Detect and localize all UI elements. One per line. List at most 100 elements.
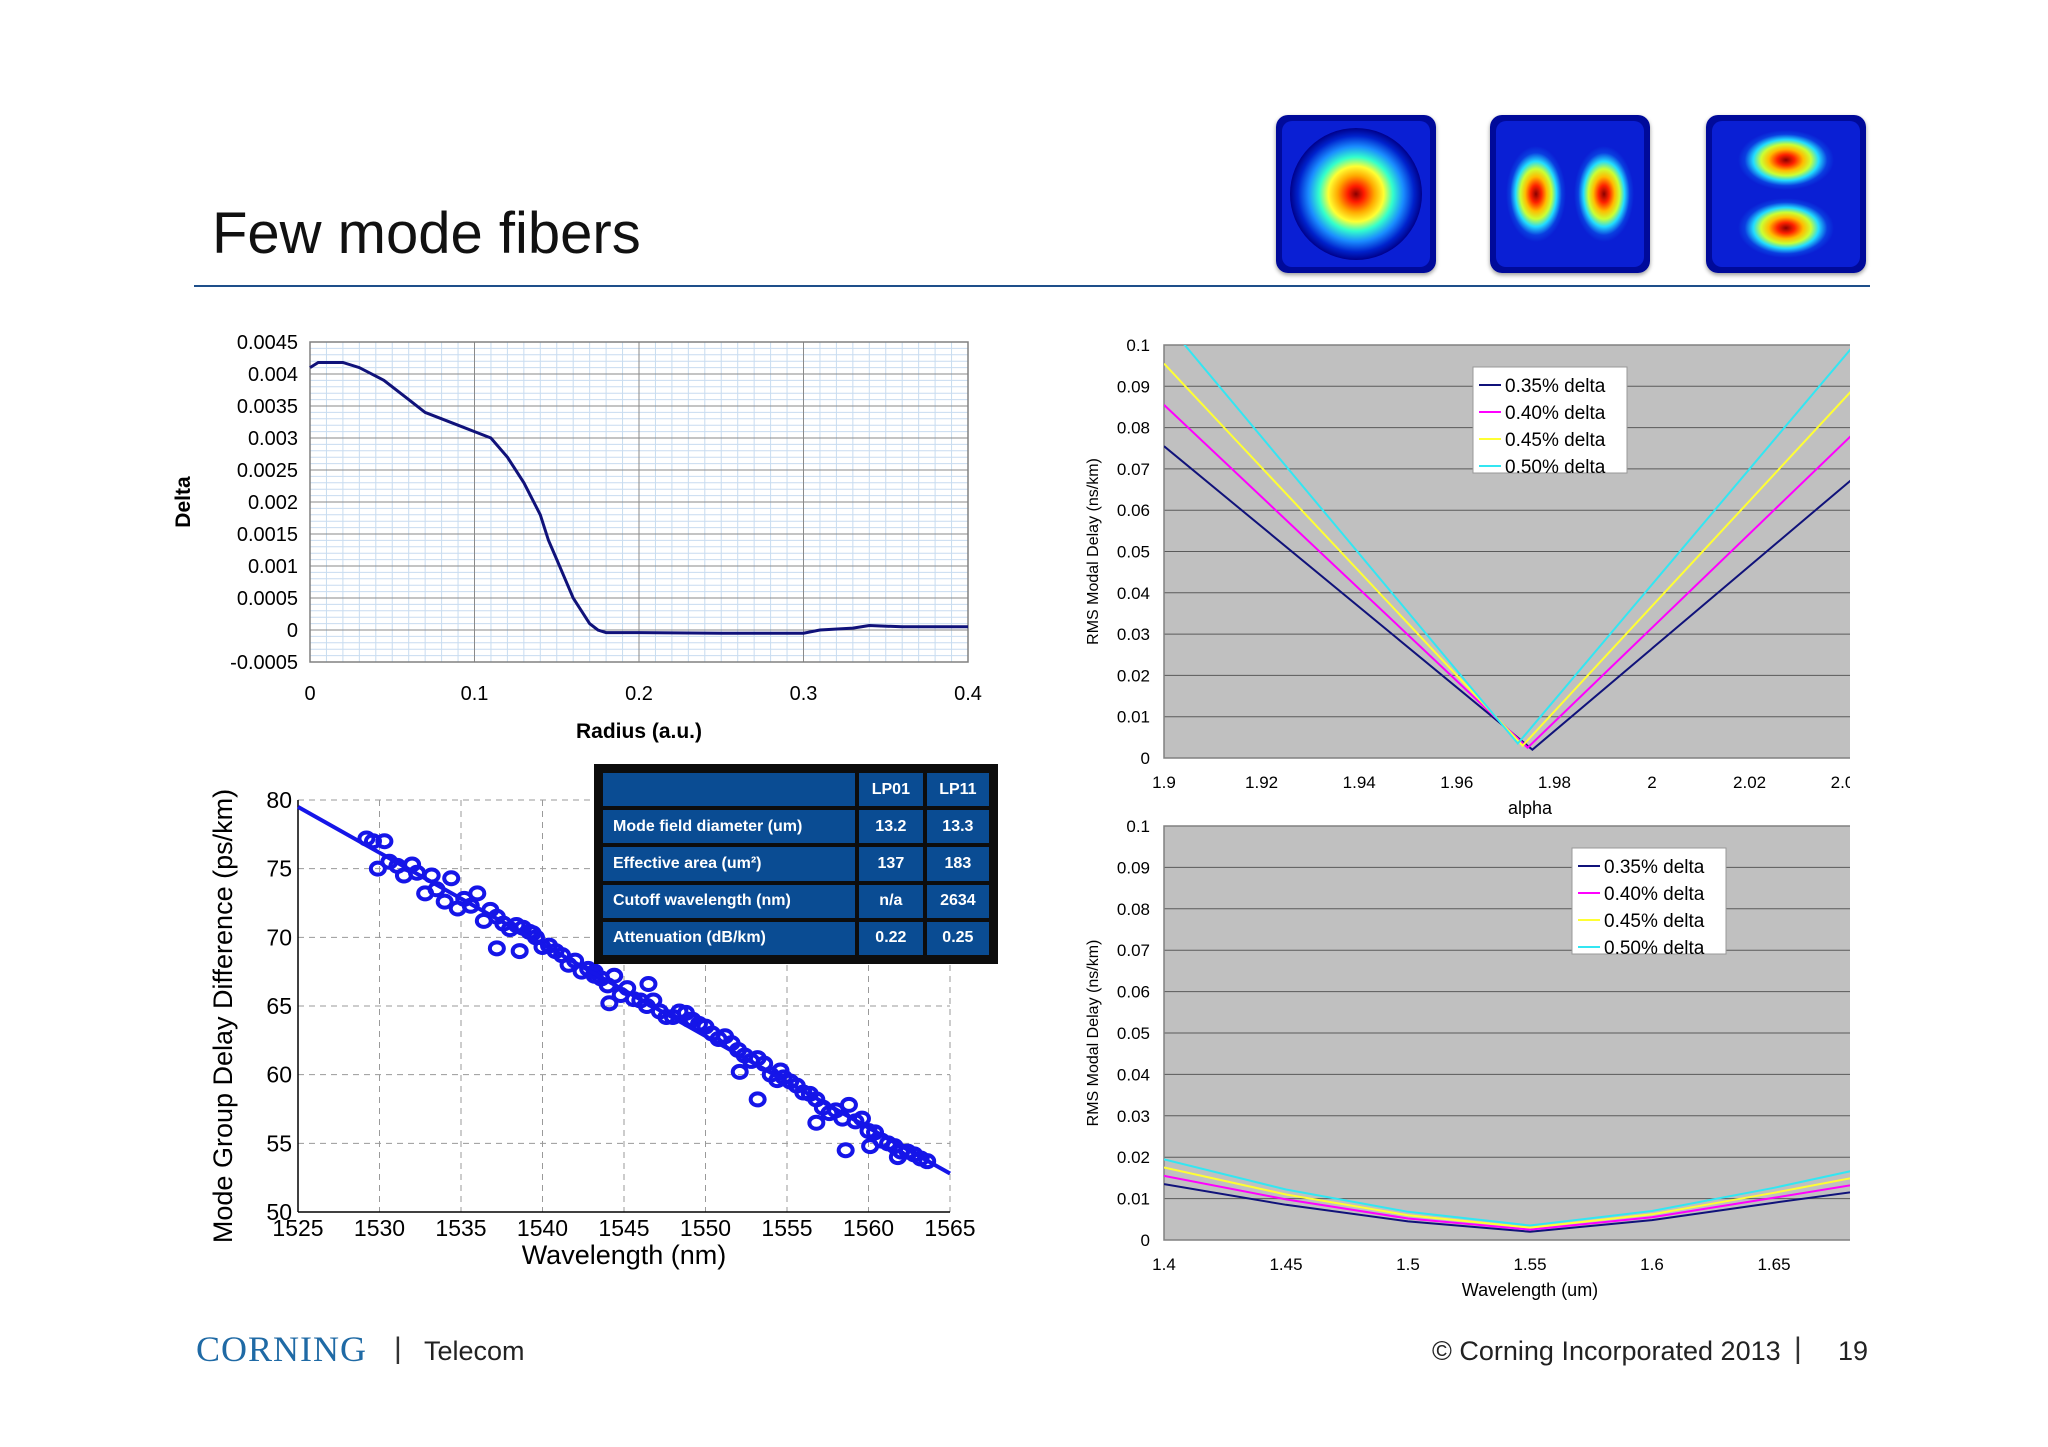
rms-delay-vs-wavelength-chart: 0.1 0.09 0.08 0.07 0.06 0.05 0.04 0.03 0.02 0.01 0… — [1085, 817, 1850, 1300]
y-tick-label: 0.07 — [1117, 941, 1150, 960]
y-tick-label: 0.03 — [1117, 625, 1150, 644]
data-point — [600, 995, 619, 1012]
y-tick-label: 0.1 — [1126, 336, 1150, 355]
y-tick-label: 0.0025 — [237, 460, 298, 482]
y-tick-label: 60 — [266, 1062, 292, 1088]
table-cell-lp11: 0.25 — [926, 921, 989, 955]
x-tick-label: 1.92 — [1245, 773, 1278, 792]
table-header-lp11: LP11 — [926, 773, 989, 807]
series-line — [1164, 1158, 1850, 1227]
y-tick-label: 0 — [1141, 1231, 1150, 1250]
x-axis-title: Wavelength (um) — [1462, 1280, 1598, 1300]
footer-separator: | — [1794, 1332, 1802, 1365]
x-tick-label: 1555 — [761, 1215, 812, 1241]
table-row-label: Attenuation (dB/km) — [603, 921, 855, 955]
legend-label: 0.50% delta — [1505, 457, 1606, 478]
x-tick-label: 1550 — [680, 1215, 731, 1241]
x-tick-label: 0.4 — [954, 683, 982, 705]
x-tick-label: 1.4 — [1152, 1255, 1176, 1274]
series-line — [1164, 1174, 1850, 1231]
y-tick-label: 0.05 — [1117, 542, 1150, 561]
x-tick-label: 1.5 — [1396, 1255, 1420, 1274]
data-point — [888, 1149, 907, 1166]
data-point — [836, 1142, 855, 1159]
y-tick-label: 70 — [266, 924, 292, 950]
x-tick-label: 1.6 — [1640, 1255, 1664, 1274]
y-tick-label: 0.01 — [1117, 708, 1150, 727]
table-row: Mode field diameter (um) 13.2 13.3 — [603, 810, 989, 844]
x-tick-label: 2 — [1647, 773, 1656, 792]
data-point — [605, 967, 624, 984]
y-tick-label: 0.05 — [1117, 1024, 1150, 1043]
table-cell-lp01: n/a — [859, 884, 923, 918]
footer-department: Telecom — [424, 1336, 525, 1366]
x-tick-label: 1.98 — [1538, 773, 1571, 792]
y-tick-label: 0.003 — [248, 428, 298, 450]
y-tick-label: 0.06 — [1117, 983, 1150, 1002]
table-cell-lp01: 137 — [859, 847, 923, 881]
y-tick-label: 0.1 — [1126, 817, 1150, 836]
y-tick-label: 0.08 — [1117, 900, 1150, 919]
table-row-label: Mode field diameter (um) — [603, 810, 855, 844]
table-row: Cutoff wavelength (nm) n/a 2634 — [603, 884, 989, 918]
y-axis-title: Mode Group Delay Difference (ps/km) — [208, 789, 238, 1243]
series-line — [1164, 1166, 1850, 1229]
legend-label: 0.35% delta — [1505, 376, 1606, 397]
legend-label: 0.40% delta — [1505, 403, 1606, 424]
page-number: 19 — [1838, 1336, 1869, 1366]
table-row: Attenuation (dB/km) 0.22 0.25 — [603, 921, 989, 955]
x-tick-label: 0.3 — [790, 683, 818, 705]
table-cell-lp11: 13.3 — [926, 810, 989, 844]
data-point — [861, 1138, 880, 1155]
table-row: Effective area (um²) 137 183 — [603, 847, 989, 881]
y-tick-label: 0.04 — [1117, 584, 1150, 603]
table-cell-lp11: 183 — [926, 847, 989, 881]
data-point — [487, 940, 506, 957]
index-profile-chart: 0.0045 0.004 0.0035 0.003 0.0025 0.002 0.0015 0… — [172, 332, 982, 743]
rms-delay-vs-alpha-chart: 0.1 0.09 0.08 0.07 0.06 0.05 0.04 0.03 0.02 0.01 0… — [1085, 336, 1850, 818]
y-tick-label: 0.07 — [1117, 460, 1150, 479]
y-tick-label: -0.0005 — [230, 652, 298, 674]
lp11a-mode-image — [1490, 115, 1650, 273]
table-header-row: LP01 LP11 — [603, 773, 989, 807]
x-tick-label: 1.45 — [1269, 1255, 1302, 1274]
y-tick-label: 0.09 — [1117, 377, 1150, 396]
data-point — [468, 885, 487, 902]
table-cell-lp01: 0.22 — [859, 921, 923, 955]
y-axis-title: Delta — [172, 476, 195, 528]
table-row-label: Cutoff wavelength (nm) — [603, 884, 855, 918]
x-tick-label: 1525 — [272, 1215, 323, 1241]
y-tick-label: 0.08 — [1117, 419, 1150, 438]
fiber-spec-table: LP01 LP11 Mode field diameter (um) 13.2 … — [594, 764, 998, 964]
corning-logo: CORNING — [196, 1329, 368, 1369]
x-tick-label: 1.9 — [1152, 773, 1176, 792]
data-point — [435, 893, 454, 910]
plot-border — [1163, 344, 1850, 759]
data-point — [839, 1096, 858, 1113]
data-point — [510, 943, 529, 960]
data-point — [918, 1153, 937, 1170]
y-tick-label: 0.0035 — [237, 396, 298, 418]
series-line — [1164, 404, 1850, 750]
y-tick-label: 55 — [266, 1130, 292, 1156]
y-tick-label: 80 — [266, 787, 292, 813]
title-divider — [194, 285, 1870, 287]
series-line — [1164, 1183, 1850, 1233]
fit-line — [297, 805, 951, 1176]
y-tick-label: 0.04 — [1117, 1065, 1150, 1084]
lp11b-mode-image — [1706, 115, 1866, 273]
x-tick-label: 1540 — [517, 1215, 568, 1241]
x-tick-label: 1.55 — [1513, 1255, 1546, 1274]
data-point — [807, 1114, 826, 1131]
legend-label: 0.40% delta — [1604, 884, 1705, 905]
data-point — [375, 833, 394, 850]
lp01-mode-image — [1276, 115, 1436, 273]
y-tick-label: 0.0005 — [237, 588, 298, 610]
x-tick-label: 1.96 — [1440, 773, 1473, 792]
slide-title: Few mode fibers — [212, 201, 641, 266]
y-tick-label: 0.03 — [1117, 1107, 1150, 1126]
x-tick-label: 0.1 — [461, 683, 489, 705]
x-tick-label: 1.94 — [1343, 773, 1376, 792]
data-point — [442, 870, 461, 887]
y-tick-label: 0.001 — [248, 556, 298, 578]
